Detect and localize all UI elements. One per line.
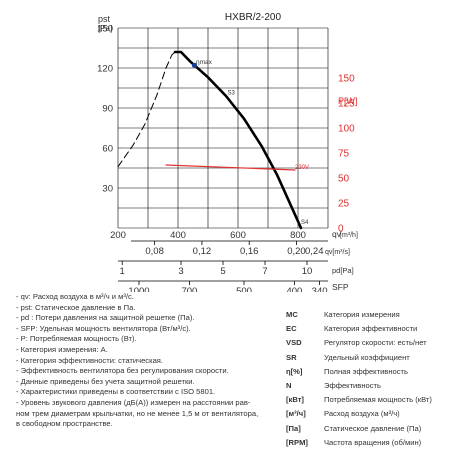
abbreviation-value: Эффективность [324,381,381,391]
power-curve [165,164,296,171]
unstable-region-curve [117,51,176,168]
abbreviation-value: Категория измерения [324,310,400,319]
legend-note: в свободном пространстве. [16,419,113,429]
abbreviation-value: Полная эффективность [324,366,408,376]
y-tick-label: 150 [97,24,113,35]
abbreviation-key: [кВт] [286,395,304,405]
abbreviation-row: VSD Регулятор скорости: есть/нет [286,336,446,350]
y-axis-unit: [Pa] [98,24,112,33]
y-tick-label: 90 [102,104,113,115]
scale-m3s-end-label: 0,24 [305,246,324,257]
legend-note: - pst: Статическое давление в Па. [16,302,136,312]
legend-note: - qv: Расход воздуха в м³/ч и м³/с. [16,292,134,301]
legend-note: - Эффективность вентилятора без регулиро… [16,366,229,376]
scale-m3s-unit: qv[m³/s] [325,249,350,256]
abbreviation-row: EC Категория эффективности [286,322,446,336]
legend-note: ном трем диаметрам крыльчатки, но не мен… [16,408,259,418]
abbreviation-row: [Па] Статическое давление (Па) [286,422,446,436]
scale-pd-unit: pd[Pa] [332,266,354,275]
scale-tick-label: 5 [220,266,225,277]
y-right-tick-label: 150 [338,74,355,85]
x-axis-label: qv [332,229,342,239]
legend-note: - Данные приведены без учета защитной ре… [16,376,195,386]
abbreviation-key: [Па] [286,423,301,433]
y-right-tick-label: 75 [338,149,350,160]
y-right-tick-label: 0 [338,224,344,235]
abbreviation-row: [кВт] Потребляемая мощность (кВт) [286,393,446,407]
abbreviation-table: MC Категория измерения EC Категория эффект… [286,308,446,450]
abbreviation-value: Удельный коэффициент [324,352,410,362]
scale-tick-label: 500 [236,286,252,292]
abbreviation-row: η[%] Полная эффективность [286,365,446,379]
pressure-curve [173,50,303,230]
legend-note: - SFP: Удельная мощность вентилятора (Вт… [16,323,191,333]
eta-max-point [191,62,198,68]
x-tick-label: 200 [110,230,126,241]
y-axis-label: pst [98,14,111,24]
abbreviation-key: η[%] [286,366,303,376]
abbreviation-value: Расход воздуха (м³/ч) [324,409,400,419]
scale-tick-label: 10 [302,266,313,277]
abbreviation-value: Регулятор скорости: есть/нет [324,338,427,348]
y-right-tick-label: 25 [338,199,350,210]
legend-notes: - qv: Расход воздуха в м³/ч и м³/с. - ps… [16,292,278,430]
scale-tick-label: 0,16 [240,246,259,257]
legend-note: - pd : Потери давления на защитной решет… [16,313,195,323]
y-right-tick-label: 125 [338,99,355,110]
legend-note: - Категория эффективности: статическая. [16,355,164,365]
y-tick-label: 60 [102,144,113,155]
abbreviation-value: Категория эффективности [324,324,418,334]
abbreviation-row: N Эффективность [286,379,446,393]
abbreviation-key: MC [286,310,298,319]
scale-sfp-unit: SFP [332,282,349,292]
abbreviation-row: MC Категория измерения [286,308,446,322]
y-right-axis-label: P[W] [338,96,358,106]
abbreviation-key: [RPM] [286,437,308,447]
abbreviation-value: Частота вращения (об/мин) [324,437,422,447]
scale-tick-label: 700 [181,286,197,292]
scale-tick-label: 400 [286,286,302,292]
y-tick-label: 30 [102,184,113,195]
chart-title: HXBR/2-200 [225,12,282,23]
curve-annotation: S3 [228,91,236,97]
scale-tick-label: 7 [262,266,267,277]
y-right-tick-label: 100 [338,124,355,135]
y-right-tick-label: 50 [338,174,350,185]
abbreviation-key: SR [286,352,297,362]
abbreviation-row: [м³/ч] Расход воздуха (м³/ч) [286,407,446,421]
abbreviation-row: [RPM] Частота вращения (об/мин) [286,436,446,450]
scale-tick-label: 0,20 [287,246,306,257]
scale-tick-label: 1000 [128,286,149,292]
scale-tick-label: 3 [178,266,183,277]
abbreviation-row: SR Удельный коэффициент [286,351,446,365]
scale-tick-label: 340 [312,286,328,292]
scale-tick-label: 0,12 [193,246,212,257]
curve-annotation: ηmax [196,59,213,66]
abbreviation-value: Потребляемая мощность (кВт) [324,395,432,405]
x-tick-label: 800 [290,230,306,241]
legend-note: - Уровень звукового давления (дБ(А)) изм… [16,397,251,407]
x-tick-label: 600 [230,230,246,241]
abbreviation-key: VSD [286,338,302,348]
abbreviation-key: [м³/ч] [286,409,306,419]
legend-note: - P: Потребляемая мощность (Вт). [16,334,137,344]
legend-note: - Характеристики приведены в соответстви… [16,387,216,397]
scale-tick-label: 1 [120,266,125,277]
abbreviation-key: EC [286,324,297,334]
x-tick-label: 400 [170,230,186,241]
x-axis-unit: [m³/h] [340,232,358,239]
fan-performance-chart: HXBR/2-200pst[Pa]306090120150P[W]0255075… [97,12,358,292]
abbreviation-value: Статическое давление (Па) [324,423,422,433]
y-tick-label: 120 [97,64,113,75]
scale-tick-label: 0,08 [145,246,164,257]
curve-annotation: 230V [295,165,309,171]
curve-annotation: S4 [301,220,309,226]
abbreviation-key: N [286,381,292,391]
legend-note: - Категория измерения: А. [16,344,108,354]
